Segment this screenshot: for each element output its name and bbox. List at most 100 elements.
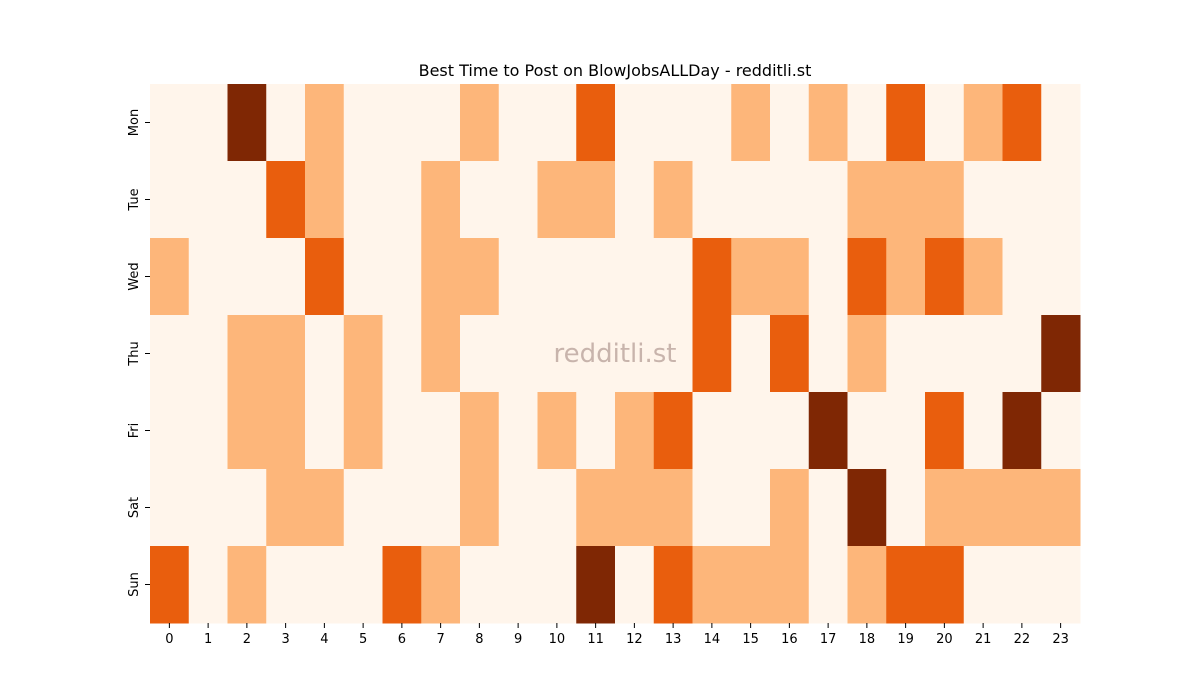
heatmap-cell xyxy=(808,161,848,239)
heatmap-cell xyxy=(227,315,267,393)
x-tick-label: 18 xyxy=(859,632,876,647)
heatmap-cell xyxy=(188,238,228,316)
heatmap-cell xyxy=(188,84,228,162)
y-tick-label: Tue xyxy=(127,188,142,211)
heatmap-cell xyxy=(305,392,345,470)
heatmap-cell xyxy=(266,315,306,393)
heatmap-cell xyxy=(847,546,887,624)
heatmap-cell xyxy=(382,238,422,316)
heatmap-cell xyxy=(382,469,422,547)
y-tick-label: Fri xyxy=(127,423,142,439)
heatmap-cell xyxy=(343,315,383,393)
heatmap-cell xyxy=(770,84,810,162)
heatmap-cell xyxy=(460,84,500,162)
heatmap-cells xyxy=(150,84,1081,624)
y-axis: Mon Tue Wed Thu Fri Sat Sun xyxy=(127,109,150,597)
x-tick-label: 8 xyxy=(475,632,483,647)
heatmap-cell xyxy=(576,315,616,393)
heatmap-cell xyxy=(847,392,887,470)
heatmap-cell xyxy=(421,238,461,316)
heatmap-cell xyxy=(421,546,461,624)
heatmap-cell xyxy=(692,469,732,547)
heatmap-cell xyxy=(537,315,577,393)
heatmap-cell xyxy=(925,546,965,624)
heatmap-cell xyxy=(1041,469,1081,547)
heatmap-cell xyxy=(808,546,848,624)
x-tick-label: 23 xyxy=(1052,632,1069,647)
heatmap-cell xyxy=(460,238,500,316)
heatmap-cell xyxy=(266,392,306,470)
heatmap-cell xyxy=(305,469,345,547)
heatmap-cell xyxy=(188,315,228,393)
heatmap-cell xyxy=(886,238,926,316)
heatmap-cell xyxy=(227,161,267,239)
x-tick-label: 19 xyxy=(897,632,914,647)
heatmap-cell xyxy=(460,469,500,547)
heatmap-cell xyxy=(615,469,655,547)
x-tick-label: 13 xyxy=(665,632,682,647)
heatmap-cell xyxy=(421,469,461,547)
y-tick-label: Sun xyxy=(127,572,142,597)
heatmap-cell xyxy=(770,469,810,547)
heatmap-cell xyxy=(808,238,848,316)
x-axis: 0 1 2 3 4 5 6 7 8 9 10 11 12 13 14 15 16 17 18 19 20 21 22 23 xyxy=(165,623,1069,647)
heatmap-cell xyxy=(227,392,267,470)
heatmap-cell xyxy=(770,315,810,393)
heatmap-cell xyxy=(266,546,306,624)
heatmap-cell xyxy=(963,546,1003,624)
heatmap-cell xyxy=(731,469,771,547)
heatmap-cell xyxy=(576,161,616,239)
x-tick-label: 9 xyxy=(514,632,522,647)
x-tick-label: 12 xyxy=(626,632,643,647)
heatmap-cell xyxy=(653,315,693,393)
heatmap-cell xyxy=(770,392,810,470)
heatmap-cell xyxy=(576,546,616,624)
heatmap-cell xyxy=(847,315,887,393)
heatmap-cell xyxy=(150,469,190,547)
x-tick-label: 3 xyxy=(281,632,289,647)
heatmap-cell xyxy=(692,238,732,316)
heatmap-cell xyxy=(150,315,190,393)
heatmap-cell xyxy=(460,315,500,393)
heatmap-cell xyxy=(150,392,190,470)
heatmap-cell xyxy=(615,84,655,162)
heatmap-cell xyxy=(382,392,422,470)
heatmap-cell xyxy=(770,238,810,316)
x-tick-label: 5 xyxy=(359,632,367,647)
heatmap-cell xyxy=(537,238,577,316)
heatmap-cell xyxy=(653,469,693,547)
heatmap-cell xyxy=(537,392,577,470)
heatmap-cell xyxy=(498,469,538,547)
heatmap-cell xyxy=(1002,315,1042,393)
heatmap-cell xyxy=(537,469,577,547)
heatmap-cell xyxy=(1041,84,1081,162)
heatmap-cell xyxy=(576,392,616,470)
x-tick-label: 20 xyxy=(936,632,953,647)
x-tick-label: 1 xyxy=(204,632,212,647)
heatmap-cell xyxy=(382,161,422,239)
heatmap-cell xyxy=(576,84,616,162)
heatmap-cell xyxy=(770,546,810,624)
heatmap-cell xyxy=(150,161,190,239)
heatmap-cell xyxy=(188,161,228,239)
heatmap-cell xyxy=(963,161,1003,239)
heatmap-cell xyxy=(576,469,616,547)
heatmap-cell xyxy=(808,392,848,470)
heatmap-cell xyxy=(886,315,926,393)
heatmap-cell xyxy=(537,84,577,162)
heatmap-cell xyxy=(382,546,422,624)
x-tick-label: 11 xyxy=(587,632,604,647)
heatmap-cell xyxy=(692,161,732,239)
heatmap-cell xyxy=(421,315,461,393)
x-tick-label: 22 xyxy=(1014,632,1031,647)
x-tick-label: 0 xyxy=(165,632,173,647)
heatmap-cell xyxy=(343,392,383,470)
heatmap-cell xyxy=(692,84,732,162)
heatmap-cell xyxy=(421,84,461,162)
heatmap-cell xyxy=(498,84,538,162)
heatmap-cell xyxy=(886,161,926,239)
heatmap-cell xyxy=(150,84,190,162)
heatmap-cell xyxy=(1041,315,1081,393)
heatmap-cell xyxy=(537,161,577,239)
